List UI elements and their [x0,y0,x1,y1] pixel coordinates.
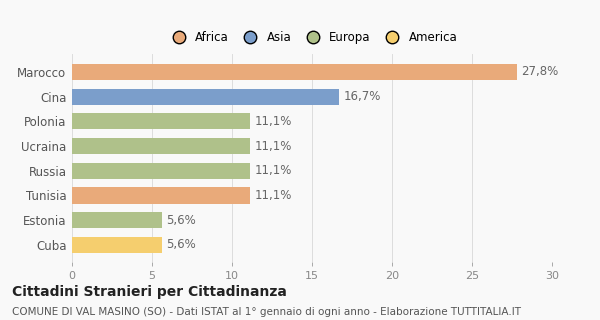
Text: 5,6%: 5,6% [166,238,196,252]
Bar [72,163,250,179]
Bar [72,212,161,228]
Text: 11,1%: 11,1% [254,164,292,177]
Text: 11,1%: 11,1% [254,140,292,153]
Text: 16,7%: 16,7% [344,90,382,103]
Text: 11,1%: 11,1% [254,189,292,202]
Bar [72,138,250,154]
Legend: Africa, Asia, Europa, America: Africa, Asia, Europa, America [167,31,457,44]
Text: Cittadini Stranieri per Cittadinanza: Cittadini Stranieri per Cittadinanza [12,285,287,299]
Text: 11,1%: 11,1% [254,115,292,128]
Text: 5,6%: 5,6% [166,214,196,227]
Bar [72,64,517,80]
Text: COMUNE DI VAL MASINO (SO) - Dati ISTAT al 1° gennaio di ogni anno - Elaborazione: COMUNE DI VAL MASINO (SO) - Dati ISTAT a… [12,307,521,317]
Text: 27,8%: 27,8% [521,65,559,78]
Bar [72,113,250,129]
Bar [72,89,339,105]
Bar [72,188,250,204]
Bar [72,237,161,253]
